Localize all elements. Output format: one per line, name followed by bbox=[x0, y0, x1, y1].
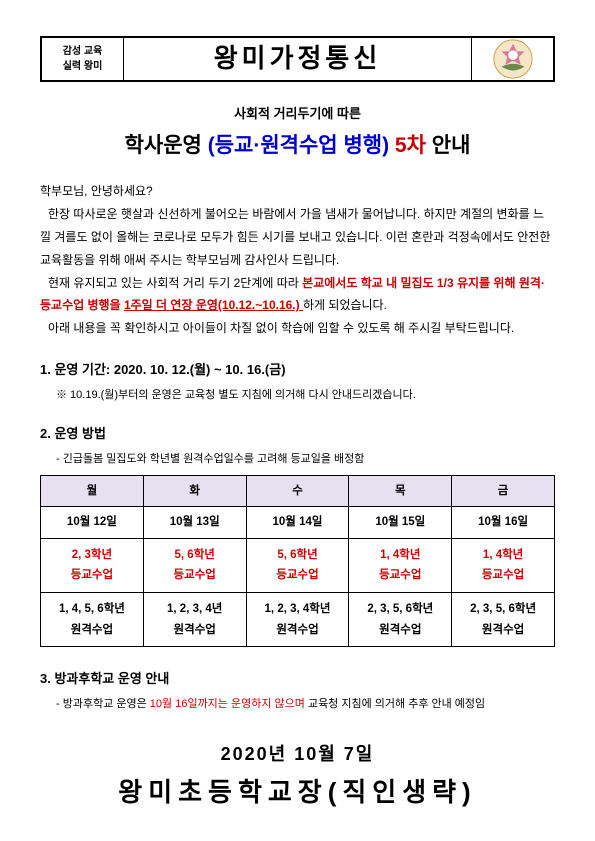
td-remote-3: 2, 3, 5, 6학년원격수업 bbox=[349, 592, 452, 646]
para2-tail: 하게 되었습니다. bbox=[303, 298, 387, 312]
td-attend-3: 1, 4학년등교수업 bbox=[349, 538, 452, 592]
main-title: 학사운영 (등교·원격수업 병행) 5차 안내 bbox=[40, 129, 555, 163]
greeting-line: 학부모님, 안녕하세요? bbox=[40, 180, 555, 203]
table-date-row: 10월 12일 10월 13일 10월 14일 10월 15일 10월 16일 bbox=[41, 507, 555, 538]
paragraph-3: 아래 내용을 꼭 확인하시고 아이들이 차질 없이 학습에 임할 수 있도록 해… bbox=[40, 317, 555, 340]
td-date-3: 10월 15일 bbox=[349, 507, 452, 538]
th-wed: 수 bbox=[246, 475, 349, 506]
section2-title: 2. 운영 방법 bbox=[40, 424, 555, 445]
table-attend-row: 2, 3학년등교수업 5, 6학년등교수업 5, 6학년등교수업 1, 4학년등… bbox=[41, 538, 555, 592]
subtitle: 사회적 거리두기에 따른 bbox=[40, 104, 555, 125]
td-attend-1: 5, 6학년등교수업 bbox=[143, 538, 246, 592]
td-remote-0: 1, 4, 5, 6학년원격수업 bbox=[41, 592, 144, 646]
th-tue: 화 bbox=[143, 475, 246, 506]
schedule-table: 월 화 수 목 금 10월 12일 10월 13일 10월 14일 10월 15… bbox=[40, 475, 555, 648]
td-attend-4: 1, 4학년등교수업 bbox=[452, 538, 555, 592]
footer-date: 2020년 10월 7일 bbox=[40, 740, 555, 769]
title-part-blue: (등교·원격수업 병행) bbox=[208, 134, 389, 157]
table-header-row: 월 화 수 목 금 bbox=[41, 475, 555, 506]
footer: 2020년 10월 7일 왕미초등학교장(직인생략) bbox=[40, 740, 555, 814]
th-fri: 금 bbox=[452, 475, 555, 506]
letterhead-logo-box bbox=[471, 38, 553, 80]
table-remote-row: 1, 4, 5, 6학년원격수업 1, 2, 3, 4년원격수업 1, 2, 3… bbox=[41, 592, 555, 646]
title-part2: 안내 bbox=[426, 134, 470, 157]
td-remote-1: 1, 2, 3, 4년원격수업 bbox=[143, 592, 246, 646]
motto-line2: 실력 왕미 bbox=[63, 59, 103, 74]
section1-title: 1. 운영 기간: 2020. 10. 12.(월) ~ 10. 16.(금) bbox=[40, 360, 555, 381]
title-part1: 학사운영 bbox=[125, 134, 208, 157]
sec3-lead: - 방과후학교 운영은 bbox=[56, 698, 150, 710]
paragraph-1: 한장 따사로운 햇살과 신선하게 불어오는 바람에서 가을 냄새가 물어납니다.… bbox=[40, 203, 555, 271]
letterhead: 감성 교육 실력 왕미 왕미가정통신 bbox=[40, 36, 555, 82]
section3-title: 3. 방과후학교 운영 안내 bbox=[40, 669, 555, 690]
title-part-red: 5차 bbox=[389, 134, 426, 157]
td-date-2: 10월 14일 bbox=[246, 507, 349, 538]
td-remote-4: 2, 3, 5, 6학년원격수업 bbox=[452, 592, 555, 646]
td-attend-0: 2, 3학년등교수업 bbox=[41, 538, 144, 592]
section3-note: - 방과후학교 운영은 10월 16일까지는 운영하지 않으며 교육청 지침에 … bbox=[56, 696, 555, 714]
sec3-red: 10월 16일까지는 운영하지 않으며 bbox=[150, 698, 305, 710]
letterhead-motto: 감성 교육 실력 왕미 bbox=[42, 38, 124, 80]
para2-lead: 현재 유지되고 있는 사회적 거리 두기 2단계에 따라 bbox=[48, 276, 302, 290]
td-attend-2: 5, 6학년등교수업 bbox=[246, 538, 349, 592]
td-date-4: 10월 16일 bbox=[452, 507, 555, 538]
letterhead-title: 왕미가정통신 bbox=[124, 38, 471, 80]
footer-school: 왕미초등학교장(직인생략) bbox=[40, 772, 555, 814]
section1-note: ※ 10.19.(월)부터의 운영은 교육청 별도 지침에 의거해 다시 안내드… bbox=[56, 387, 555, 405]
td-date-0: 10월 12일 bbox=[41, 507, 144, 538]
sec3-tail: 교육청 지침에 의거해 추후 안내 예정임 bbox=[305, 698, 485, 710]
th-thu: 목 bbox=[349, 475, 452, 506]
td-date-1: 10월 13일 bbox=[143, 507, 246, 538]
school-logo-icon bbox=[492, 38, 534, 80]
para2-red-underline: 1주일 더 연장 운영(10.12.~10.16.) bbox=[124, 298, 303, 312]
motto-line1: 감성 교육 bbox=[63, 44, 103, 59]
paragraph-2: 현재 유지되고 있는 사회적 거리 두기 2단계에 따라 본교에서도 학교 내 … bbox=[40, 272, 555, 318]
td-remote-2: 1, 2, 3, 4학년원격수업 bbox=[246, 592, 349, 646]
th-mon: 월 bbox=[41, 475, 144, 506]
section2-note: - 긴급돌봄 밀집도와 학년별 원격수업일수를 고려해 등교일을 배정함 bbox=[56, 451, 555, 469]
